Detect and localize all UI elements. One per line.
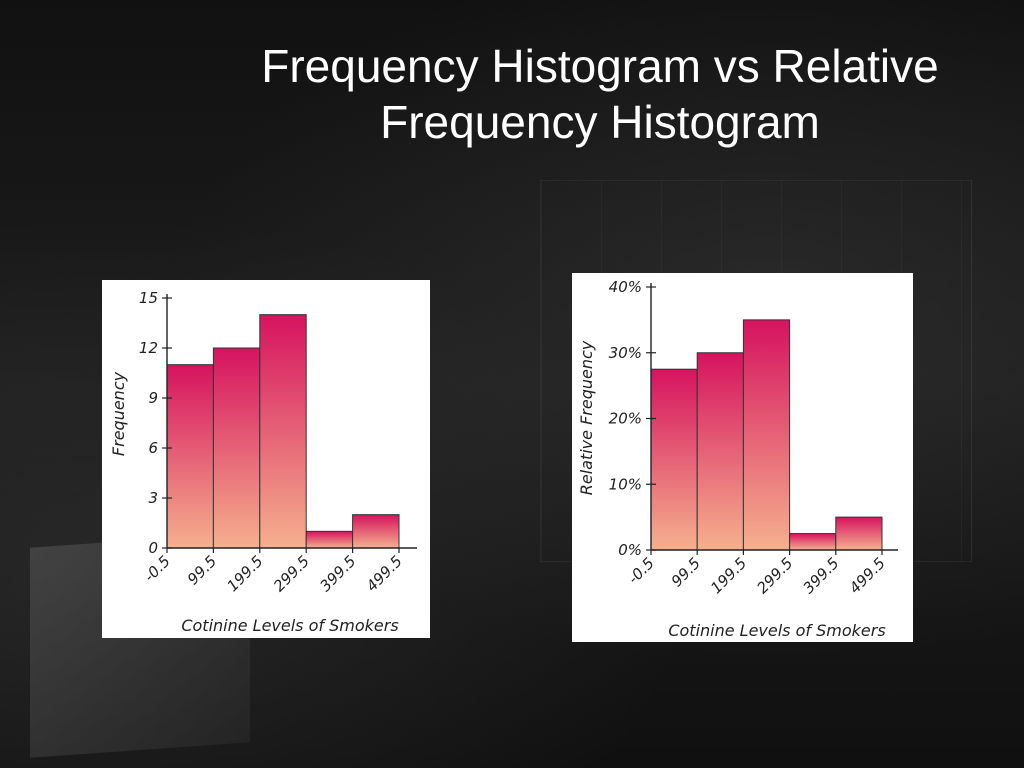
y-axis-label: Frequency [109,371,128,456]
histogram-bar [259,314,307,549]
relative-frequency-histogram: 0% 10% 20% 30% 40% -0.5 99.5 199.5 299.5 399.5 499… [577,278,898,640]
y-tick-label: 9 [148,389,158,407]
frequency-histogram: 0 3 6 9 12 15 -0.5 99.5 199.5 299.5 399.5 499.5 Coti… [109,289,417,635]
x-tick-label: 399.5 [316,552,359,595]
histogram-bar [742,319,791,551]
y-tick-label: 0 [148,539,158,557]
histogram-bar [650,368,698,551]
y-tick-label: 12 [139,339,158,357]
x-tick-label: 99.5 [668,554,704,590]
relative-frequency-histogram-panel: 0% 10% 20% 30% 40% -0.5 99.5 199.5 299.5 399.5 499… [572,273,913,642]
x-tick-label: 199.5 [224,552,267,595]
y-axis-label: Relative Frequency [577,340,596,495]
x-tick-label: 199.5 [707,554,750,597]
x-tick-label: -0.5 [624,554,657,587]
x-tick-label: 99.5 [184,552,220,588]
histogram-bar [352,514,400,549]
histogram-bar [166,364,214,549]
y-tick-label: 0% [618,541,642,559]
slide-title-line1: Frequency Histogram vs Relative [261,40,939,92]
y-tick-label: 40% [609,278,642,296]
y-tick-label: 3 [148,489,158,507]
x-tick-label: 399.5 [800,554,843,597]
x-tick-label: 299.5 [270,552,313,595]
slide-title-line2: Frequency Histogram [380,96,820,148]
x-tick-label: 499.5 [846,554,889,597]
y-tick-label: 15 [139,289,158,307]
frequency-histogram-panel: 0 3 6 9 12 15 -0.5 99.5 199.5 299.5 399.5 499.5 Coti… [102,280,430,638]
y-tick-label: 30% [609,344,642,362]
histogram-bar [696,352,744,551]
histogram-bar [305,530,354,549]
y-tick-label: 6 [148,439,158,457]
histogram-bar [835,516,883,551]
histogram-bar [789,533,837,551]
x-axis-label: Cotinine Levels of Smokers [668,621,885,640]
slide-title: Frequency Histogram vs Relative Frequenc… [200,38,1000,150]
x-tick-label: -0.5 [140,552,173,585]
y-tick-label: 20% [609,410,642,428]
y-tick-label: 10% [609,475,642,493]
histogram-bar [212,347,261,549]
x-axis-label: Cotinine Levels of Smokers [181,616,398,635]
x-tick-label: 499.5 [363,552,406,595]
x-tick-label: 299.5 [753,554,796,597]
